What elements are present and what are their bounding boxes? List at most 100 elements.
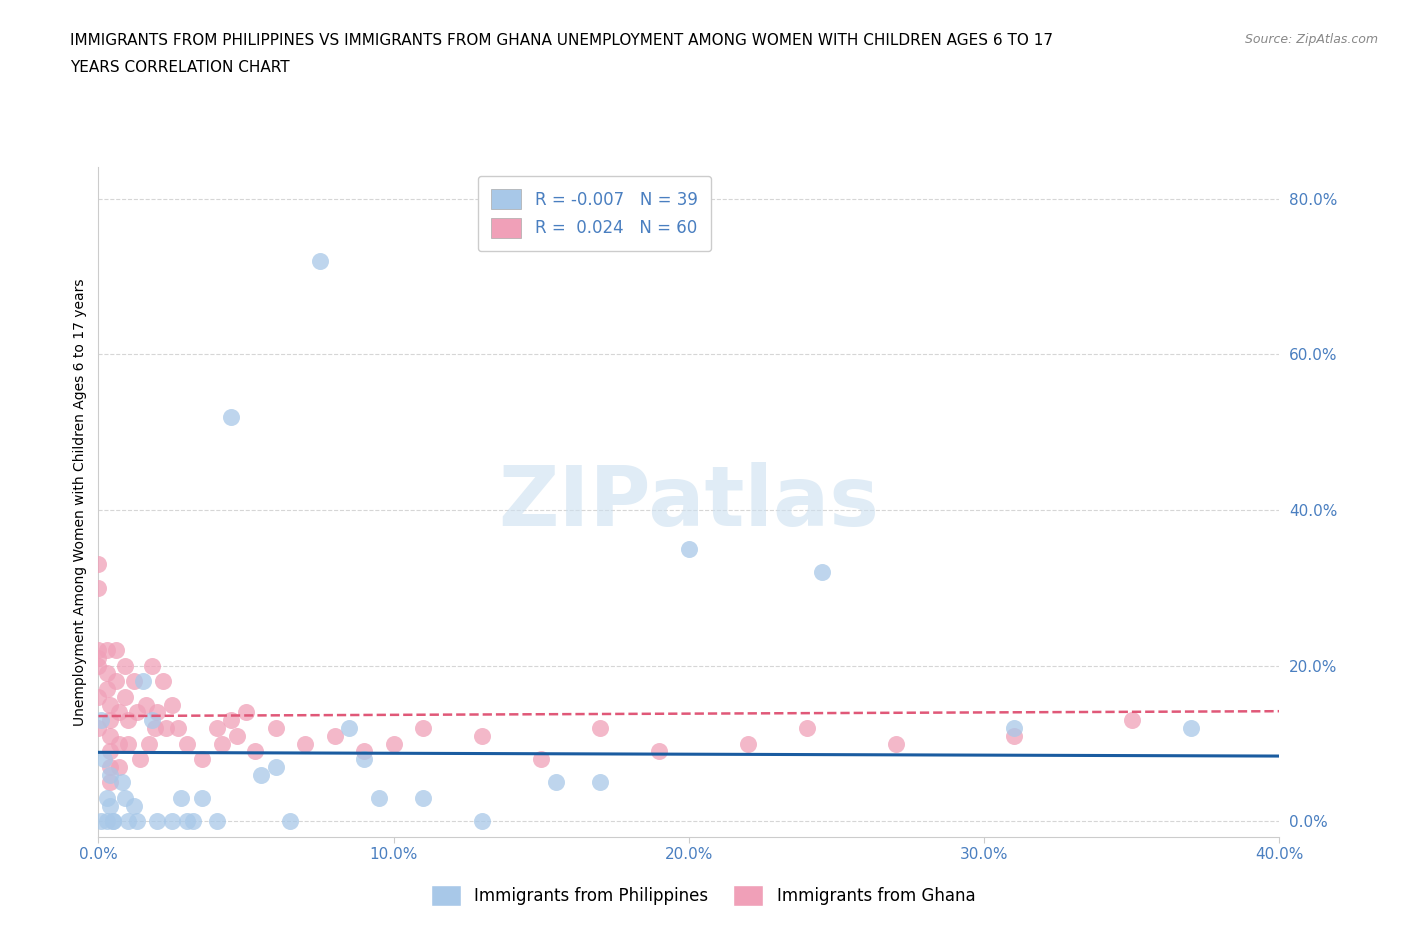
Point xyxy=(117,814,139,829)
Point xyxy=(105,674,128,689)
Point xyxy=(155,721,177,736)
Point xyxy=(353,744,375,759)
Point xyxy=(98,767,121,782)
Point xyxy=(1002,728,1025,743)
Text: ZIPatlas: ZIPatlas xyxy=(499,461,879,543)
Point xyxy=(98,799,121,814)
Point xyxy=(98,728,121,743)
Point xyxy=(87,689,110,704)
Point xyxy=(235,705,257,720)
Point xyxy=(90,814,112,829)
Point xyxy=(98,712,121,727)
Point xyxy=(278,814,302,829)
Point xyxy=(648,744,671,759)
Y-axis label: Unemployment Among Women with Children Ages 6 to 17 years: Unemployment Among Women with Children A… xyxy=(73,278,87,726)
Point xyxy=(544,775,567,790)
Point xyxy=(678,541,700,556)
Point xyxy=(98,760,121,775)
Point xyxy=(141,658,163,673)
Point xyxy=(108,705,131,720)
Point xyxy=(103,814,125,829)
Point xyxy=(103,814,125,829)
Point xyxy=(589,721,612,736)
Point xyxy=(96,682,118,697)
Point xyxy=(138,737,160,751)
Point xyxy=(90,712,112,727)
Point xyxy=(412,790,434,805)
Point xyxy=(737,737,759,751)
Point xyxy=(176,737,198,751)
Point xyxy=(1121,712,1143,727)
Point xyxy=(796,721,818,736)
Point xyxy=(219,409,242,424)
Text: YEARS CORRELATION CHART: YEARS CORRELATION CHART xyxy=(70,60,290,75)
Point xyxy=(135,698,157,712)
Point xyxy=(114,689,136,704)
Point xyxy=(146,814,169,829)
Point xyxy=(98,744,121,759)
Point xyxy=(471,728,494,743)
Point xyxy=(87,721,110,736)
Point xyxy=(368,790,391,805)
Point xyxy=(108,737,131,751)
Point xyxy=(219,712,242,727)
Point xyxy=(1002,721,1025,736)
Point xyxy=(98,698,121,712)
Point xyxy=(191,790,214,805)
Point xyxy=(141,712,163,727)
Point xyxy=(323,728,346,743)
Point xyxy=(114,790,136,805)
Point xyxy=(264,760,287,775)
Point xyxy=(152,674,174,689)
Point xyxy=(87,643,110,658)
Point xyxy=(125,705,148,720)
Point xyxy=(87,580,110,595)
Point xyxy=(122,674,145,689)
Point xyxy=(125,814,148,829)
Point xyxy=(205,814,228,829)
Point xyxy=(181,814,204,829)
Point xyxy=(211,737,233,751)
Point xyxy=(226,728,249,743)
Point xyxy=(412,721,434,736)
Point xyxy=(589,775,612,790)
Point xyxy=(117,737,139,751)
Point xyxy=(1180,721,1202,736)
Point xyxy=(143,721,166,736)
Point xyxy=(96,790,118,805)
Point xyxy=(243,744,266,759)
Point xyxy=(98,775,121,790)
Point xyxy=(382,737,405,751)
Point xyxy=(93,751,115,766)
Point xyxy=(810,565,832,579)
Point xyxy=(309,253,332,268)
Point xyxy=(471,814,494,829)
Point xyxy=(162,698,183,712)
Point xyxy=(205,721,228,736)
Point xyxy=(96,666,118,681)
Point xyxy=(117,712,139,727)
Point xyxy=(122,799,145,814)
Point xyxy=(250,767,273,782)
Point xyxy=(264,721,287,736)
Legend: Immigrants from Philippines, Immigrants from Ghana: Immigrants from Philippines, Immigrants … xyxy=(425,879,981,912)
Point xyxy=(337,721,360,736)
Point xyxy=(114,658,136,673)
Point xyxy=(530,751,553,766)
Point xyxy=(128,751,150,766)
Point xyxy=(87,658,110,673)
Point xyxy=(96,643,118,658)
Legend: R = -0.007   N = 39, R =  0.024   N = 60: R = -0.007 N = 39, R = 0.024 N = 60 xyxy=(478,176,711,251)
Point xyxy=(105,643,128,658)
Point xyxy=(884,737,907,751)
Point xyxy=(132,674,155,689)
Point xyxy=(191,751,214,766)
Point xyxy=(162,814,183,829)
Point xyxy=(87,557,110,572)
Text: Source: ZipAtlas.com: Source: ZipAtlas.com xyxy=(1244,33,1378,46)
Point xyxy=(353,751,375,766)
Point xyxy=(111,775,134,790)
Point xyxy=(170,790,193,805)
Point xyxy=(294,737,316,751)
Point xyxy=(176,814,198,829)
